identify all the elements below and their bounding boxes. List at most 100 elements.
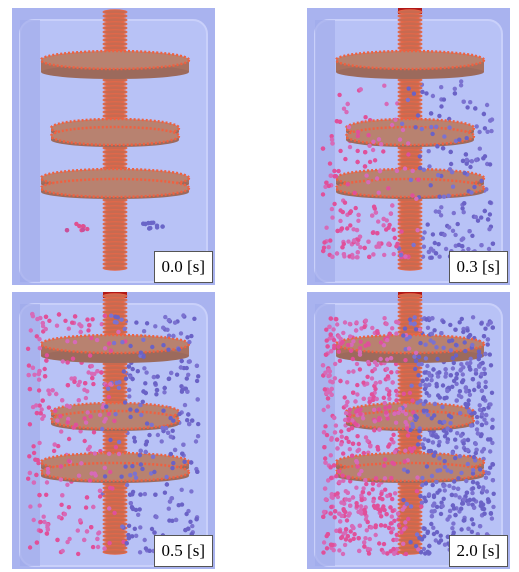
particle — [426, 550, 430, 554]
particle — [364, 319, 368, 323]
particle — [336, 345, 340, 349]
particle — [398, 407, 402, 411]
particle — [439, 85, 443, 89]
particle — [122, 369, 126, 373]
particle — [414, 197, 418, 201]
particle — [107, 541, 111, 545]
particle — [411, 169, 415, 173]
particle — [348, 447, 352, 451]
particle — [489, 320, 493, 324]
particle — [382, 396, 386, 400]
particle — [177, 412, 181, 416]
particle — [95, 338, 99, 342]
particle — [332, 169, 336, 173]
particle — [422, 409, 426, 413]
particle — [475, 415, 479, 419]
particle — [461, 330, 465, 334]
particle — [364, 435, 368, 439]
particle — [410, 398, 414, 402]
particle — [83, 381, 87, 385]
particle — [364, 482, 368, 486]
particle — [418, 383, 422, 387]
particle — [327, 373, 331, 377]
particle — [37, 388, 41, 392]
particle — [321, 146, 325, 150]
particle — [195, 364, 199, 368]
particle — [473, 106, 477, 110]
particle — [174, 518, 178, 522]
particle — [358, 407, 362, 411]
particle — [409, 384, 413, 388]
particle — [385, 367, 389, 371]
particle — [151, 455, 155, 459]
particle — [472, 455, 476, 459]
particle — [380, 506, 384, 510]
particle — [366, 133, 370, 137]
particle — [324, 391, 328, 395]
particle — [391, 547, 395, 551]
particle — [398, 137, 402, 141]
particle — [340, 245, 344, 249]
particle — [41, 398, 45, 402]
particle — [330, 436, 334, 440]
particle — [371, 140, 375, 144]
particle — [403, 166, 407, 170]
particle — [107, 506, 111, 510]
particle — [425, 464, 429, 468]
particle — [373, 360, 377, 364]
particle — [427, 383, 431, 387]
particle — [383, 457, 387, 461]
particle — [470, 491, 474, 495]
particle — [489, 363, 493, 367]
particle — [324, 353, 328, 357]
particle — [442, 484, 446, 488]
particle — [341, 210, 345, 214]
particle — [363, 164, 367, 168]
particle — [346, 239, 350, 243]
particle — [413, 367, 417, 371]
particle — [387, 526, 391, 530]
particle — [374, 210, 378, 214]
particle — [150, 423, 154, 427]
particle — [128, 415, 132, 419]
particle — [438, 395, 442, 399]
particle — [449, 348, 453, 352]
particle — [106, 387, 110, 391]
particle — [79, 461, 83, 465]
particle — [371, 252, 375, 256]
particle — [469, 190, 473, 194]
panel: 0.3 [s] — [307, 8, 510, 285]
particle — [453, 438, 457, 442]
particle — [434, 345, 438, 349]
particle — [481, 488, 485, 492]
particle — [343, 543, 347, 547]
particle — [487, 227, 491, 231]
particle — [416, 178, 420, 182]
particle — [87, 323, 91, 327]
particle — [463, 340, 467, 344]
particle — [430, 416, 434, 420]
particle — [368, 160, 372, 164]
particle — [434, 382, 438, 386]
particle — [454, 343, 458, 347]
particle — [189, 460, 193, 464]
particle — [434, 125, 438, 129]
particle — [29, 328, 33, 332]
particle — [449, 373, 453, 377]
particle — [420, 501, 424, 505]
particle — [406, 517, 410, 521]
particle — [26, 477, 30, 481]
particle — [474, 368, 478, 372]
particle — [447, 225, 451, 229]
particle — [367, 400, 371, 404]
particle — [483, 327, 487, 331]
particle — [393, 236, 397, 240]
particle — [108, 486, 112, 490]
particle — [431, 503, 435, 507]
particle — [420, 90, 424, 94]
particle — [443, 374, 447, 378]
particle — [330, 207, 334, 211]
particle — [363, 536, 367, 540]
particle — [472, 185, 476, 189]
particle — [323, 456, 327, 460]
